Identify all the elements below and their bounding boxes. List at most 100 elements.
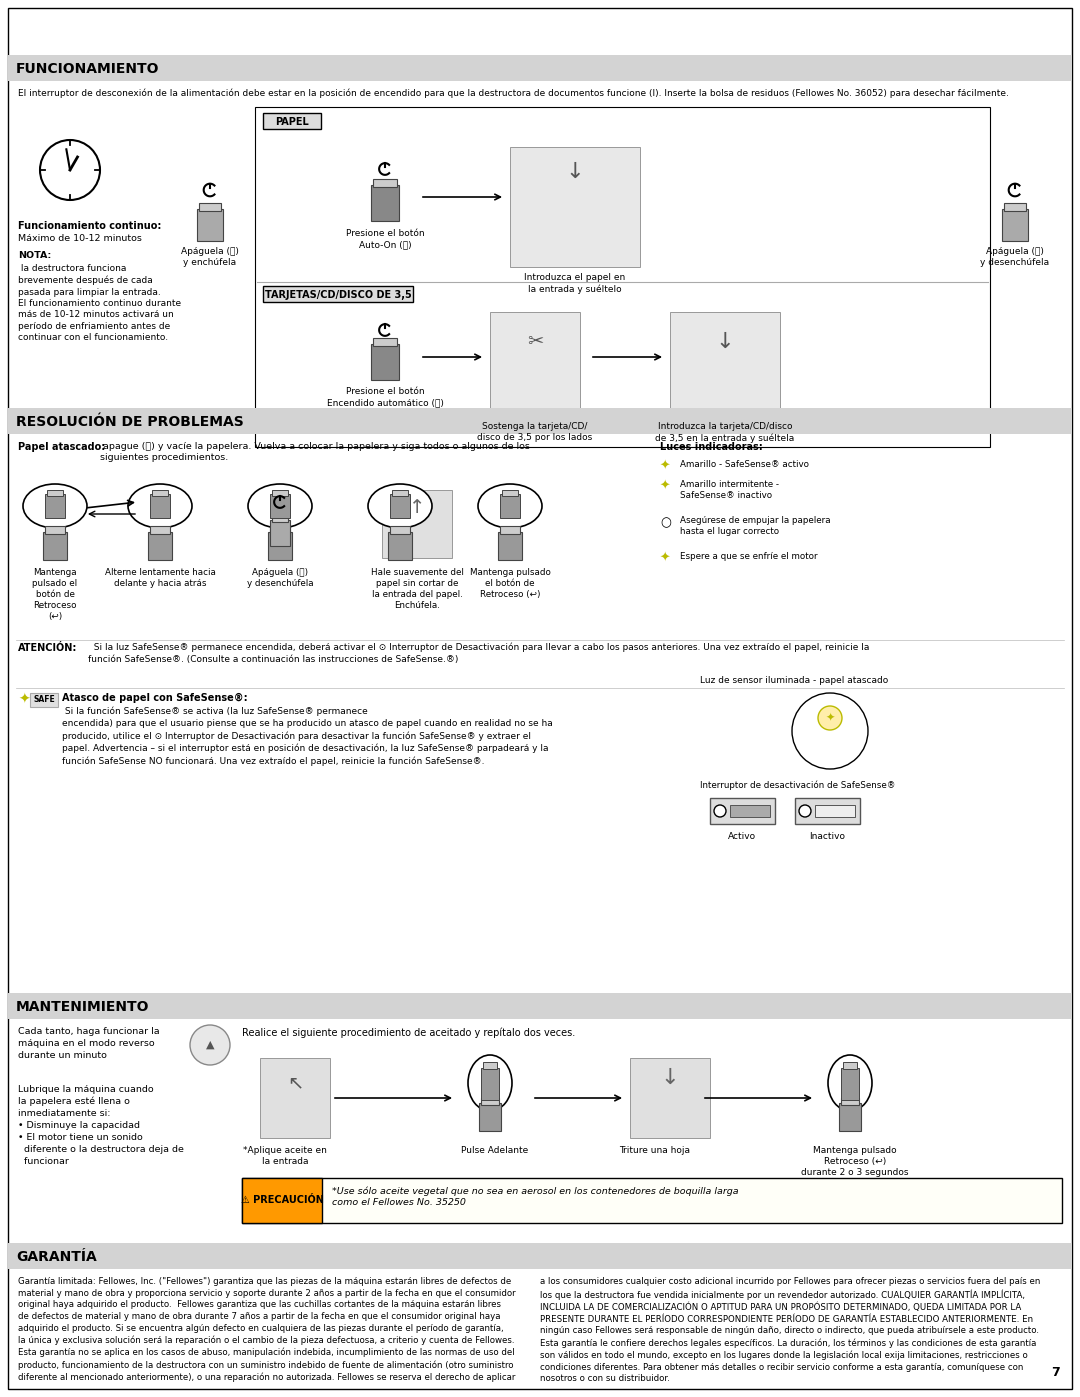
- Bar: [498, 532, 522, 560]
- Text: ✦: ✦: [660, 460, 671, 474]
- Text: Mantenga pulsado
el botón de
Retroceso (↩): Mantenga pulsado el botón de Retroceso (…: [470, 569, 551, 599]
- Bar: [670, 312, 780, 416]
- Ellipse shape: [828, 1055, 872, 1111]
- Text: Sostenga la tarjeta/CD/
disco de 3,5 por los lados: Sostenga la tarjeta/CD/ disco de 3,5 por…: [477, 422, 593, 441]
- Bar: [490, 312, 580, 416]
- Bar: [483, 1062, 497, 1069]
- Text: Asegúrese de empujar la papelera
hasta el lugar correcto: Asegúrese de empujar la papelera hasta e…: [680, 515, 831, 536]
- Text: ✂: ✂: [527, 332, 543, 351]
- Bar: [48, 490, 63, 496]
- Bar: [270, 520, 291, 546]
- Bar: [30, 693, 58, 707]
- Text: *Use sólo aceite vegetal que no sea en aerosol en los contenedores de boquilla l: *Use sólo aceite vegetal que no sea en a…: [332, 1186, 739, 1207]
- Bar: [8, 408, 1072, 434]
- Text: MANTENIMIENTO: MANTENIMIENTO: [16, 1000, 149, 1014]
- Text: Máximo de 10-12 minutos: Máximo de 10-12 minutos: [18, 235, 141, 243]
- Bar: [630, 1058, 710, 1139]
- Ellipse shape: [468, 1055, 512, 1111]
- Bar: [260, 1058, 330, 1139]
- Text: ✦: ✦: [825, 712, 835, 724]
- Text: RESOLUCIÓN DE PROBLEMAS: RESOLUCIÓN DE PROBLEMAS: [16, 415, 244, 429]
- Text: Introduzca el papel en
la entrada y suéltelo: Introduzca el papel en la entrada y suél…: [525, 272, 625, 293]
- Bar: [502, 490, 518, 496]
- Text: Apáguela (⏻)
y desenchúfela: Apáguela (⏻) y desenchúfela: [981, 247, 1050, 267]
- Bar: [795, 798, 860, 824]
- Circle shape: [40, 140, 100, 200]
- Text: Alterne lentamente hacia
delante y hacia atrás: Alterne lentamente hacia delante y hacia…: [105, 569, 215, 588]
- Ellipse shape: [23, 483, 87, 528]
- Text: Activo: Activo: [728, 833, 756, 841]
- Text: Apáguela (⏻)
y enchúfela: Apáguela (⏻) y enchúfela: [181, 247, 239, 267]
- Text: ▲: ▲: [206, 1039, 214, 1051]
- Text: FUNCIONAMIENTO: FUNCIONAMIENTO: [16, 61, 160, 75]
- Text: Introduzca la tarjeta/CD/disco
de 3,5 en la entrada y suéltela: Introduzca la tarjeta/CD/disco de 3,5 en…: [656, 422, 795, 443]
- Text: GARANTÍA: GARANTÍA: [16, 1250, 97, 1264]
- Bar: [8, 1243, 1072, 1268]
- Bar: [272, 515, 288, 522]
- Text: Apáguela (⏻)
y desenchúfela: Apáguela (⏻) y desenchúfela: [246, 569, 313, 588]
- Bar: [1004, 203, 1026, 211]
- Ellipse shape: [129, 483, 192, 528]
- Text: Pulse Adelante: Pulse Adelante: [461, 1146, 528, 1155]
- Text: ↖: ↖: [287, 1073, 303, 1092]
- Text: ↓: ↓: [661, 1067, 679, 1088]
- Bar: [264, 286, 413, 302]
- Text: 7: 7: [1051, 1366, 1059, 1379]
- Bar: [148, 532, 172, 560]
- Bar: [388, 532, 411, 560]
- Text: PAPEL: PAPEL: [275, 117, 309, 127]
- Bar: [390, 495, 410, 518]
- Bar: [270, 495, 291, 518]
- Text: Papel atascado:: Papel atascado:: [18, 441, 105, 453]
- Bar: [373, 179, 397, 187]
- Text: Interruptor de desactivación de SafeSense®: Interruptor de desactivación de SafeSens…: [700, 781, 895, 791]
- Bar: [390, 527, 410, 534]
- Text: Mantenga
pulsado el
botón de
Retroceso
(↩): Mantenga pulsado el botón de Retroceso (…: [32, 569, 78, 622]
- Bar: [43, 532, 67, 560]
- Bar: [510, 147, 640, 267]
- Text: Funcionamiento continuo:: Funcionamiento continuo:: [18, 221, 161, 231]
- Text: Garantía limitada: Fellowes, Inc. ("Fellowes") garantiza que las piezas de la má: Garantía limitada: Fellowes, Inc. ("Fell…: [18, 1277, 515, 1382]
- Bar: [392, 490, 408, 496]
- Circle shape: [190, 1025, 230, 1065]
- Bar: [255, 108, 990, 447]
- Bar: [815, 805, 855, 817]
- Bar: [382, 490, 453, 557]
- Bar: [272, 490, 288, 496]
- Bar: [264, 113, 321, 129]
- Text: ↓: ↓: [566, 162, 584, 182]
- Bar: [150, 495, 170, 518]
- Bar: [481, 1067, 499, 1099]
- Text: ○: ○: [660, 515, 671, 529]
- Text: Luz de sensor iluminada - papel atascado: Luz de sensor iluminada - papel atascado: [700, 676, 888, 685]
- Bar: [480, 1104, 501, 1132]
- Text: Triture una hoja: Triture una hoja: [620, 1146, 690, 1155]
- Text: ✦: ✦: [660, 481, 671, 493]
- Text: apague (⏻) y vacíe la papelera. Vuelva a colocar la papelera y siga todos o algu: apague (⏻) y vacíe la papelera. Vuelva a…: [100, 441, 530, 462]
- Text: ⚠ PRECAUCIÓN: ⚠ PRECAUCIÓN: [241, 1194, 323, 1206]
- Ellipse shape: [478, 483, 542, 528]
- Bar: [268, 532, 292, 560]
- Bar: [152, 490, 168, 496]
- Bar: [500, 495, 519, 518]
- Text: Amarillo intermitente -
SafeSense® inactivo: Amarillo intermitente - SafeSense® inact…: [680, 481, 779, 500]
- Ellipse shape: [248, 483, 312, 528]
- Text: Presione el botón
Auto-On (⏻): Presione el botón Auto-On (⏻): [346, 229, 424, 249]
- Bar: [841, 1098, 859, 1105]
- Bar: [1002, 210, 1028, 242]
- Text: Realice el siguiente procedimiento de aceitado y repítalo dos veces.: Realice el siguiente procedimiento de ac…: [242, 1027, 576, 1038]
- Bar: [197, 210, 222, 242]
- Bar: [372, 184, 399, 221]
- Text: Lubrique la máquina cuando
la papelera esté llena o
inmediatamente si:
• Disminu: Lubrique la máquina cuando la papelera e…: [18, 1085, 184, 1165]
- Text: Mantenga pulsado
Retroceso (↩)
durante 2 o 3 segundos: Mantenga pulsado Retroceso (↩) durante 2…: [801, 1146, 908, 1178]
- Text: Atasco de papel con SafeSense®:: Atasco de papel con SafeSense®:: [62, 693, 247, 703]
- Bar: [45, 495, 65, 518]
- Bar: [373, 338, 397, 346]
- Text: Espere a que se enfríe el motor: Espere a que se enfríe el motor: [680, 552, 818, 562]
- Bar: [839, 1104, 861, 1132]
- Bar: [710, 798, 775, 824]
- Text: NOTA:: NOTA:: [18, 251, 51, 260]
- Text: Presione el botón
Encendido automático (⏻): Presione el botón Encendido automático (…: [326, 387, 444, 407]
- Text: Si la luz SafeSense® permanece encendida, deberá activar el ⊙ Interruptor de Des: Si la luz SafeSense® permanece encendida…: [87, 643, 869, 664]
- Circle shape: [818, 705, 842, 731]
